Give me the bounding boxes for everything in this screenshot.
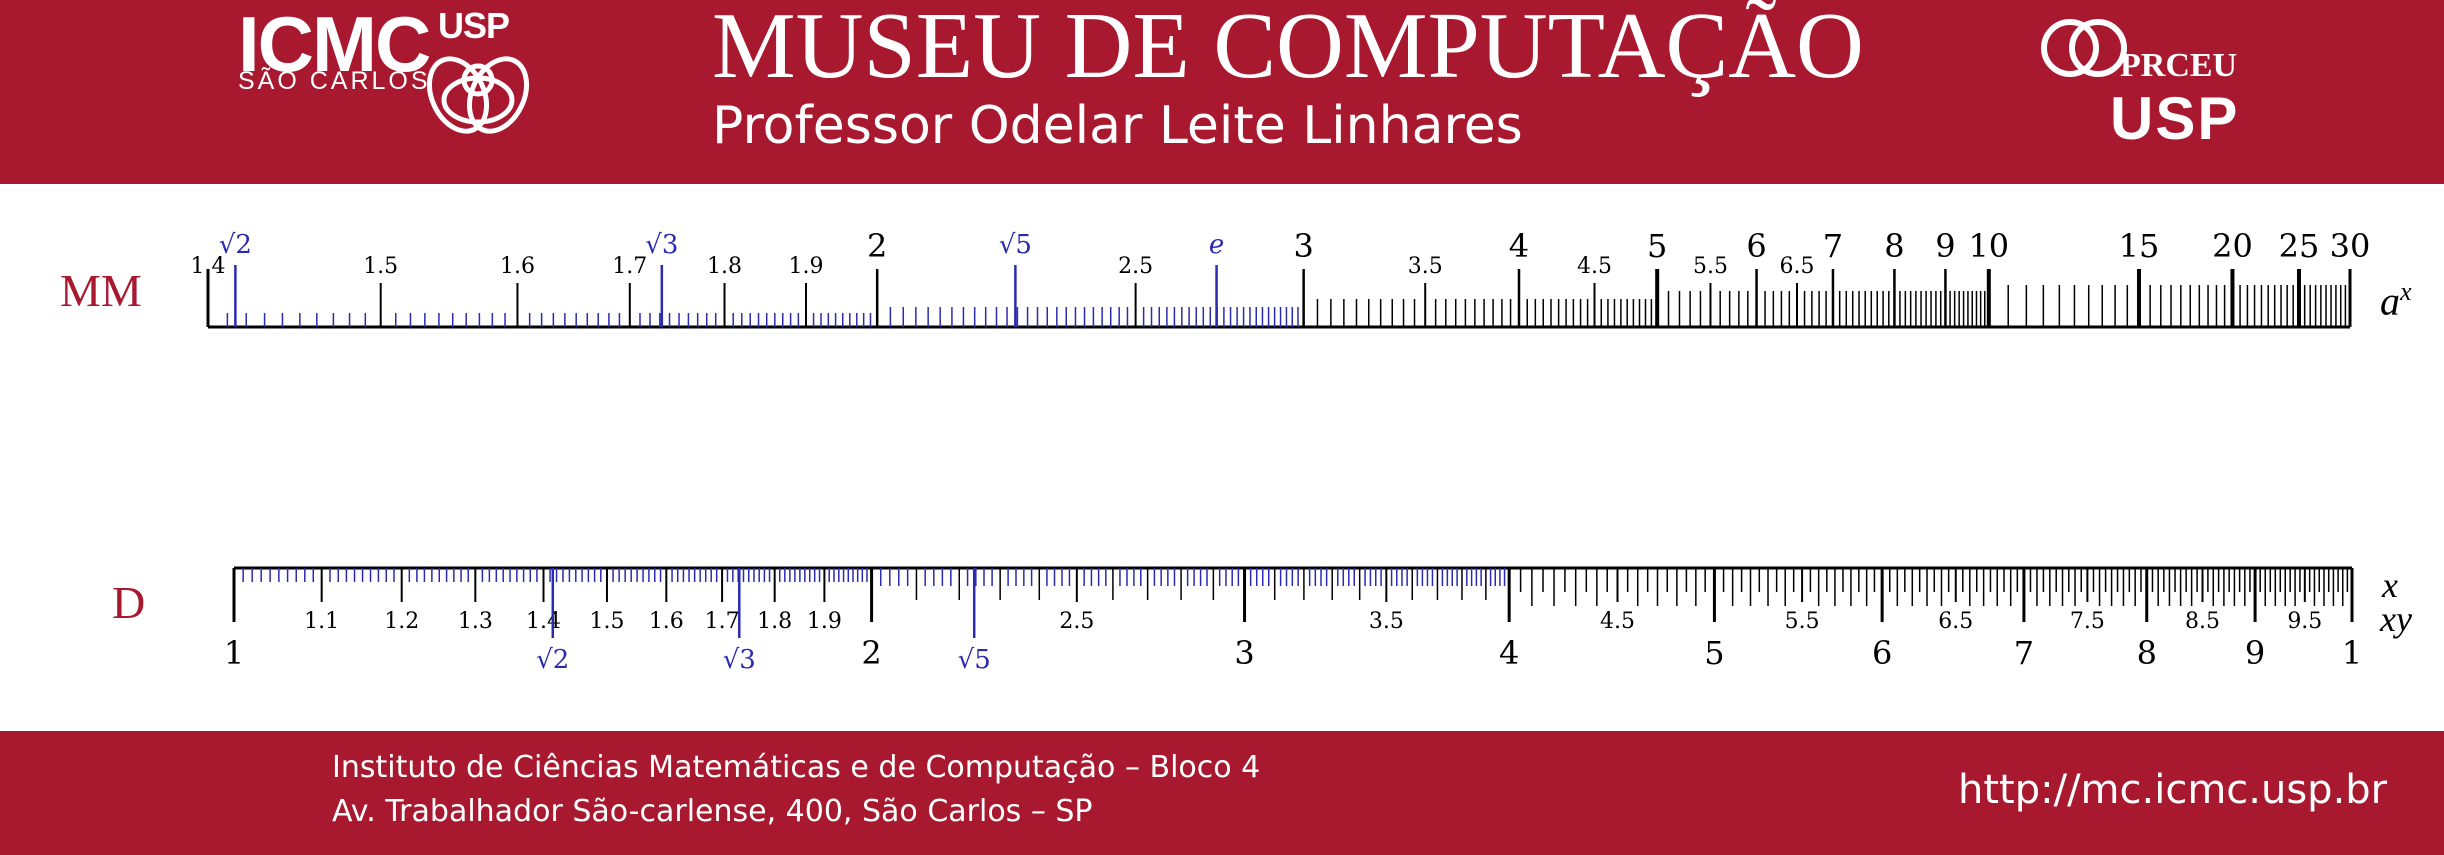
mm-right-label-base: a [2380, 278, 2400, 324]
footer-address-line2: Av. Trabalhador São-carlense, 400, São C… [332, 794, 1093, 829]
d-major-label: 7 [2014, 634, 2034, 672]
mm-major-label: 2 [867, 227, 887, 265]
d-minor-label: 1.5 [589, 609, 624, 634]
knot-logo-icon [426, 56, 530, 134]
mm-minor-label: 4.5 [1577, 254, 1612, 279]
mm-right-label-exp: x [2400, 277, 2412, 306]
mm-major-label: 7 [1823, 227, 1843, 265]
mm-minor-label: 1.9 [789, 254, 824, 279]
mm-minor-label: 1.8 [707, 254, 742, 279]
d-minor-label: 1.9 [807, 609, 842, 634]
d-scale-right-label-top: x [2382, 565, 2398, 605]
mm-major-label: 15 [2119, 227, 2160, 265]
usp-logo-small: USP [438, 5, 510, 46]
mm-special-label: √5 [999, 230, 1032, 260]
d-major-label: 6 [1872, 634, 1892, 672]
mm-major-label: 8 [1884, 227, 1904, 265]
d-scale-right-label-bottom: xy [2380, 599, 2412, 639]
mm-minor-label: 6.5 [1780, 254, 1815, 279]
d-minor-label: 4.5 [1600, 609, 1635, 634]
page-subtitle: Professor Odelar Leite Linhares [712, 96, 1523, 156]
d-major-label: 3 [1234, 634, 1254, 672]
d-major-label: 1 [224, 634, 244, 672]
footer-address-line1: Instituto de Ciências Matemáticas e de C… [332, 750, 1261, 785]
sao-carlos-label: SÃO CARLOS [238, 67, 431, 95]
d-minor-label: 9.5 [2287, 609, 2322, 634]
mm-minor-label: 3.5 [1408, 254, 1443, 279]
mm-major-label: 10 [1968, 227, 2009, 265]
d-minor-label: 8.5 [2185, 609, 2220, 634]
mm-minor-label: 2.5 [1118, 254, 1153, 279]
mm-major-label: 6 [1746, 227, 1766, 265]
d-minor-label: 1.6 [649, 609, 684, 634]
d-special-label: √5 [958, 645, 991, 675]
mm-special-label: √2 [219, 230, 252, 260]
mm-special-label: e [1209, 230, 1224, 260]
prceu-logo: PRCEU [2120, 47, 2238, 84]
d-minor-label: 5.5 [1785, 609, 1820, 634]
d-major-label: 5 [1704, 634, 1724, 672]
d-major-label: 1 [2342, 634, 2362, 672]
mm-major-label: 9 [1935, 227, 1955, 265]
d-minor-label: 1.4 [526, 609, 561, 634]
d-minor-label: 1.2 [384, 609, 419, 634]
prceu-circles-icon [2041, 19, 2127, 77]
mm-major-label: 3 [1293, 227, 1313, 265]
mm-major-label: 30 [2330, 227, 2371, 265]
mm-major-label: 20 [2212, 227, 2253, 265]
mm-minor-label: 1.7 [612, 254, 647, 279]
d-special-label: √2 [536, 645, 569, 675]
d-minor-label: 1.7 [705, 609, 740, 634]
footer-url-link[interactable]: http://mc.icmc.usp.br [1958, 767, 2388, 813]
mm-scale-right-label: ax [2380, 270, 2412, 323]
d-minor-label: 2.5 [1059, 609, 1094, 634]
d-special-label: √3 [723, 645, 756, 675]
usp-logo: USP [2110, 85, 2240, 152]
mm-major-label: 4 [1509, 227, 1529, 265]
footer-band [0, 731, 2444, 855]
header-band: ICMC USP SÃO CARLOS MUSEU DE COMPUTAÇÃO … [0, 0, 2444, 184]
mm-scale-name: MM [60, 265, 142, 316]
d-major-label: 8 [2137, 634, 2157, 672]
d-minor-label: 1.8 [757, 609, 792, 634]
d-major-label: 2 [861, 634, 881, 672]
d-minor-label: 1.3 [458, 609, 493, 634]
d-scale-name: D [112, 577, 146, 628]
mm-special-label: √3 [645, 230, 678, 260]
icmc-logo: ICMC [238, 0, 431, 88]
mm-minor-label: 1.6 [500, 254, 535, 279]
d-major-label: 4 [1499, 634, 1519, 672]
d-scale: 1.1 1.2 1.3 1.4 1.5 1.6 1.7 1.8 1.9 2.5 3.5 4.5 5.5 6… [224, 566, 2362, 675]
d-minor-label: 1.1 [304, 609, 339, 634]
mm-minor-label: 1.4 [191, 254, 226, 279]
mm-major-label: 25 [2279, 227, 2320, 265]
mm-minor-label: 5.5 [1693, 254, 1728, 279]
page-title: MUSEU DE COMPUTAÇÃO [712, 0, 1864, 98]
d-minor-label: 7.5 [2070, 609, 2105, 634]
d-major-label: 9 [2245, 634, 2265, 672]
d-minor-label: 6.5 [1938, 609, 1973, 634]
mm-scale: 1.4 1.5 1.6 1.7 1.8 1.9 2.5 3.5 4.5 5.5 6.5 2 3 4 5 6 7 8… [191, 227, 2371, 329]
mm-major-label: 5 [1647, 227, 1667, 265]
d-minor-label: 3.5 [1369, 609, 1404, 634]
mm-minor-label: 1.5 [363, 254, 398, 279]
